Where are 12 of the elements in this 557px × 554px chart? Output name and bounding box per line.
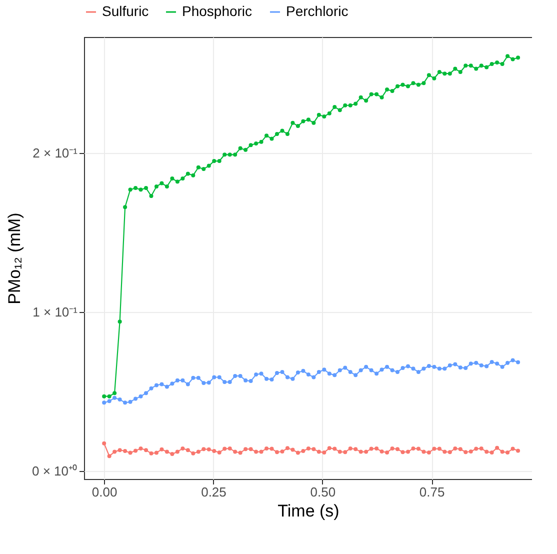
y-tick-label: 0 × 10⁺⁰ [32, 464, 78, 479]
x-tick-label: 0.75 [419, 484, 445, 500]
y-tick-label: 1 × 10⁻¹ [32, 304, 78, 320]
legend-label: Phosphoric [182, 3, 252, 19]
x-axis-title: Time (s) [278, 502, 340, 520]
legend-label: Sulfuric [102, 3, 149, 19]
x-tick-label: 0.00 [92, 484, 118, 500]
y-axis-title: PMo₁₂ (mM) [4, 212, 24, 304]
x-tick-label: 0.25 [201, 484, 226, 500]
x-tick-label: 0.50 [310, 484, 336, 500]
legend-label: Perchloric [286, 3, 348, 19]
y-tick-label: 2 × 10⁻¹ [32, 146, 78, 161]
